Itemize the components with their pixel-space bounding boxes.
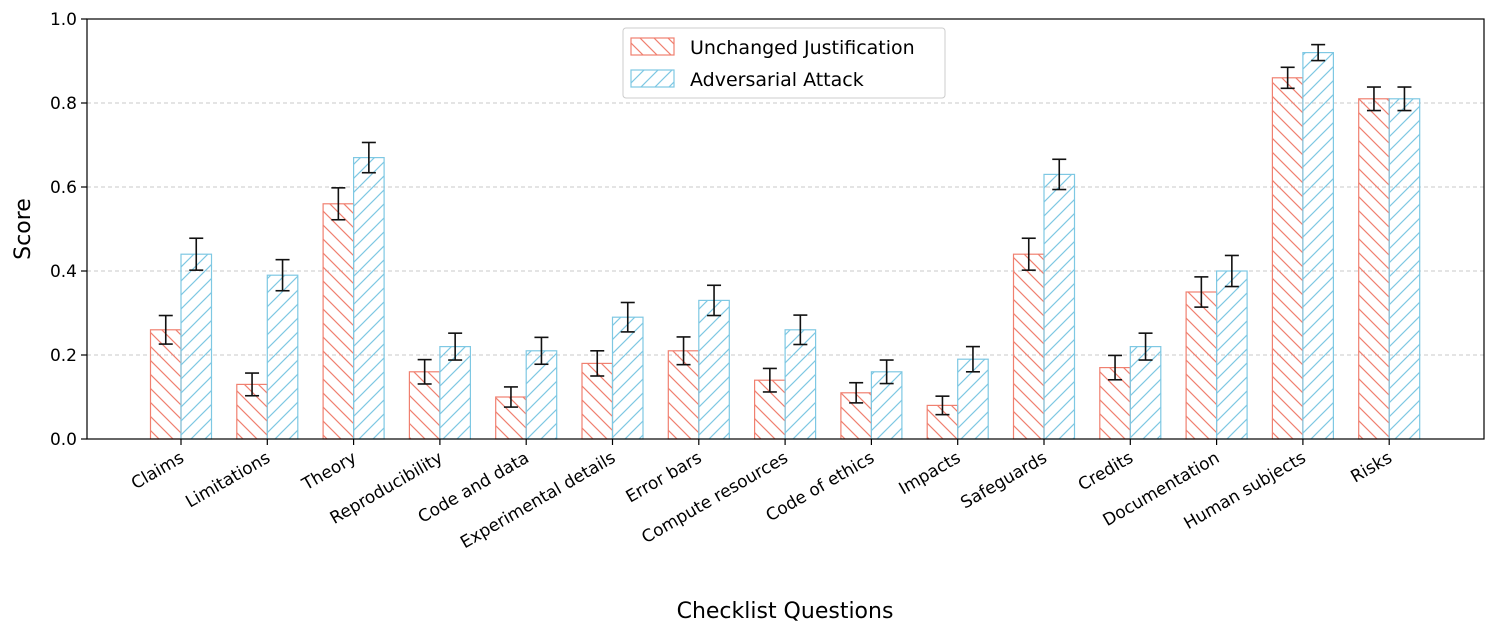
error-bar (849, 381, 864, 404)
error-bar (793, 314, 808, 346)
y-tick-label: 0.4 (50, 262, 77, 282)
x-axis-label: Checklist Questions (677, 599, 894, 624)
error-bar (1138, 332, 1153, 361)
error-bar (1108, 354, 1123, 381)
x-tick-label: Credits (1075, 448, 1137, 495)
error-bar (189, 237, 204, 271)
x-tick-label: Limitations (182, 448, 274, 512)
error-bar (1224, 254, 1239, 288)
x-tick-label: Claims (128, 448, 188, 494)
bar-adversarial-6 (698, 299, 730, 440)
error-bar (762, 367, 777, 393)
legend-label-unchanged: Unchanged Justification (690, 37, 915, 59)
bar-adversarial-11 (1129, 346, 1162, 440)
error-bar (503, 386, 518, 408)
y-tick-label: 0.0 (50, 430, 77, 450)
error-bar (935, 395, 950, 416)
error-bar (1397, 86, 1412, 112)
x-tick-label: Experimental details (457, 448, 619, 553)
y-tick-label: 0.2 (50, 346, 77, 366)
bar-unchanged-10 (1012, 253, 1045, 440)
error-bar (1311, 43, 1326, 62)
error-bar (1052, 158, 1067, 191)
bar-adversarial-7 (784, 329, 817, 440)
bar-unchanged-12 (1185, 291, 1218, 440)
error-bar (620, 301, 635, 333)
legend-swatch-unchanged (630, 37, 675, 56)
y-axis: 0.0 0.2 0.4 0.6 0.8 1.0 (50, 10, 87, 450)
error-bar (417, 358, 432, 385)
bar-unchanged-2 (322, 203, 355, 440)
bar-adversarial-14 (1388, 98, 1421, 440)
y-tick-label: 1.0 (50, 10, 77, 30)
bar-unchanged-0 (149, 329, 182, 440)
x-tick-label: Theory (298, 448, 360, 495)
x-tick-label: Impacts (896, 448, 965, 499)
error-bars-group (158, 43, 1412, 416)
y-tick-label: 0.8 (50, 94, 77, 114)
bar-adversarial-12 (1215, 270, 1248, 440)
bar-unchanged-6 (667, 350, 700, 440)
error-bar (275, 258, 290, 292)
bar-adversarial-1 (266, 274, 299, 440)
bar-adversarial-10 (1043, 173, 1076, 440)
bar-unchanged-14 (1358, 98, 1390, 440)
error-bar (965, 345, 980, 373)
legend: Unchanged Justification Adversarial Atta… (622, 27, 946, 99)
error-bar (245, 372, 260, 397)
y-axis-label: Score (11, 198, 36, 260)
bar-adversarial-5 (611, 316, 644, 440)
legend-frame (622, 27, 946, 99)
error-bar (331, 187, 346, 221)
bars-group (149, 51, 1421, 440)
error-bar (879, 359, 894, 385)
error-bar (448, 332, 463, 361)
bar-adversarial-2 (353, 157, 385, 440)
bar-unchanged-13 (1271, 77, 1304, 440)
y-tick-label: 0.6 (50, 178, 77, 198)
error-bar (534, 336, 549, 366)
error-bar (1366, 86, 1381, 112)
error-bar (1280, 66, 1295, 90)
error-bar (676, 336, 691, 366)
error-bar (590, 349, 605, 377)
x-tick-label: Safeguards (957, 448, 1050, 513)
bar-adversarial-13 (1302, 51, 1335, 440)
error-bar (158, 314, 173, 345)
x-tick-label: Compute resources (638, 448, 791, 548)
grid-lines (87, 102, 1484, 356)
error-bar (1021, 237, 1036, 271)
legend-label-adversarial: Adversarial Attack (690, 69, 864, 91)
error-bar (361, 141, 376, 174)
x-tick-label: Risks (1348, 448, 1396, 487)
error-bar (707, 284, 722, 317)
error-bar (1194, 276, 1209, 308)
legend-swatch-adversarial (630, 69, 675, 88)
bar-adversarial-0 (180, 253, 213, 440)
bar-adversarial-3 (439, 346, 471, 440)
